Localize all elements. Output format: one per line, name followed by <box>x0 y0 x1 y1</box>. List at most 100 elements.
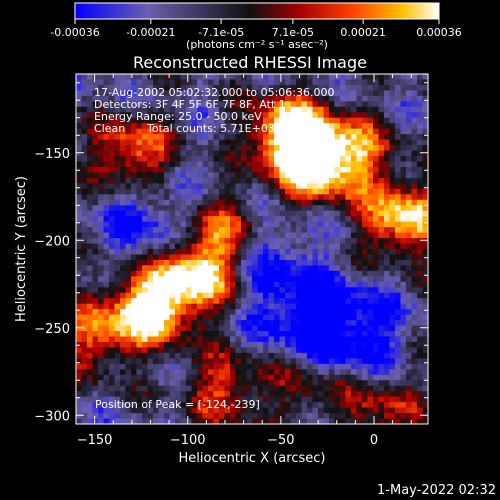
heatmap-cell <box>373 243 379 250</box>
heatmap-cell <box>263 106 269 113</box>
heatmap-cell <box>318 380 324 387</box>
heatmap-cell <box>362 374 368 381</box>
heatmap-cell <box>312 150 319 157</box>
heatmap-cell <box>290 396 297 403</box>
heatmap-cell <box>362 79 368 86</box>
heatmap-cell <box>224 380 231 387</box>
heatmap-cell <box>109 341 115 348</box>
heatmap-cell <box>389 199 396 206</box>
heatmap-cell <box>235 396 242 403</box>
heatmap-cell <box>406 128 412 135</box>
heatmap-cell <box>263 303 269 310</box>
heatmap-cell <box>263 227 269 233</box>
heatmap-cell <box>257 402 264 408</box>
heatmap-cell <box>241 210 247 217</box>
heatmap-cell <box>87 320 93 326</box>
heatmap-cell <box>169 249 176 255</box>
heatmap-cell <box>285 352 291 359</box>
heatmap-cell <box>406 139 412 146</box>
heatmap-cell <box>345 145 352 151</box>
heatmap-cell <box>208 407 214 414</box>
heatmap-cell <box>323 270 330 277</box>
heatmap-cell <box>318 84 324 91</box>
heatmap-cell <box>186 413 192 419</box>
heatmap-cell <box>136 232 143 239</box>
heatmap-cell <box>208 309 214 316</box>
heatmap-cell <box>147 238 154 244</box>
heatmap-cell <box>323 221 330 228</box>
heatmap-cell <box>318 227 324 233</box>
heatmap-cell <box>230 101 236 108</box>
heatmap-cell <box>98 205 104 212</box>
heatmap-cell <box>81 238 88 244</box>
heatmap-cell <box>307 418 313 425</box>
heatmap-cell <box>219 254 225 261</box>
heatmap-cell <box>362 369 368 376</box>
heatmap-cell <box>98 199 104 206</box>
heatmap-cell <box>103 238 110 244</box>
heatmap-cell <box>98 177 104 184</box>
heatmap-cell <box>345 298 352 305</box>
heatmap-cell <box>345 325 352 332</box>
heatmap-cell <box>252 139 258 146</box>
heatmap-cell <box>340 112 346 119</box>
heatmap-cell <box>274 369 280 376</box>
heatmap-cell <box>422 309 429 316</box>
heatmap-cell <box>202 232 209 239</box>
heatmap-cell <box>125 270 132 277</box>
heatmap-cell <box>241 358 247 365</box>
heatmap-cell <box>169 205 176 212</box>
heatmap-cell <box>356 134 363 141</box>
heatmap-cell <box>290 418 297 425</box>
heatmap-cell <box>224 336 231 343</box>
heatmap-cell <box>131 134 137 141</box>
heatmap-cell <box>351 380 357 387</box>
heatmap-cell <box>76 84 82 91</box>
heatmap-cell <box>76 358 82 365</box>
heatmap-cell <box>285 407 291 414</box>
heatmap-cell <box>274 156 280 162</box>
heatmap-cell <box>98 139 104 146</box>
heatmap-cell <box>252 79 258 86</box>
heatmap-cell <box>356 128 363 135</box>
heatmap-cell <box>340 254 346 261</box>
heatmap-cell <box>312 117 319 124</box>
heatmap-cell <box>290 134 297 141</box>
heatmap-cell <box>422 128 429 135</box>
heatmap-cell <box>252 402 258 408</box>
heatmap-cell <box>241 216 247 223</box>
heatmap-cell <box>180 292 187 299</box>
heatmap-cell <box>422 396 429 403</box>
heatmap-cell <box>351 194 357 201</box>
heatmap-cell <box>109 156 115 162</box>
heatmap-cell <box>175 106 181 113</box>
heatmap-cell <box>197 205 203 212</box>
heatmap-cell <box>186 238 192 244</box>
heatmap-cell <box>279 385 286 392</box>
heatmap-cell <box>191 232 198 239</box>
heatmap-cell <box>114 270 121 277</box>
heatmap-cell <box>191 249 198 255</box>
heatmap-cell <box>400 128 407 135</box>
heatmap-cell <box>202 336 209 343</box>
heatmap-cell <box>219 188 225 195</box>
heatmap-cell <box>417 238 423 244</box>
heatmap-cell <box>246 128 253 135</box>
heatmap-cell <box>263 363 269 370</box>
heatmap-cell <box>362 112 368 119</box>
heatmap-cell <box>164 183 170 190</box>
heatmap-cell <box>400 380 407 387</box>
heatmap-cell <box>246 145 253 151</box>
heatmap-cell <box>147 391 154 398</box>
heatmap-cell <box>120 341 126 348</box>
heatmap-cell <box>323 172 330 179</box>
heatmap-cell <box>395 270 401 277</box>
heatmap-cell <box>318 314 324 321</box>
heatmap-cell <box>208 281 214 288</box>
heatmap-cell <box>378 183 385 190</box>
heatmap-cell <box>208 418 214 425</box>
heatmap-cell <box>169 238 176 244</box>
heatmap-cell <box>351 128 357 135</box>
heatmap-cell <box>164 352 170 359</box>
heatmap-cell <box>186 281 192 288</box>
